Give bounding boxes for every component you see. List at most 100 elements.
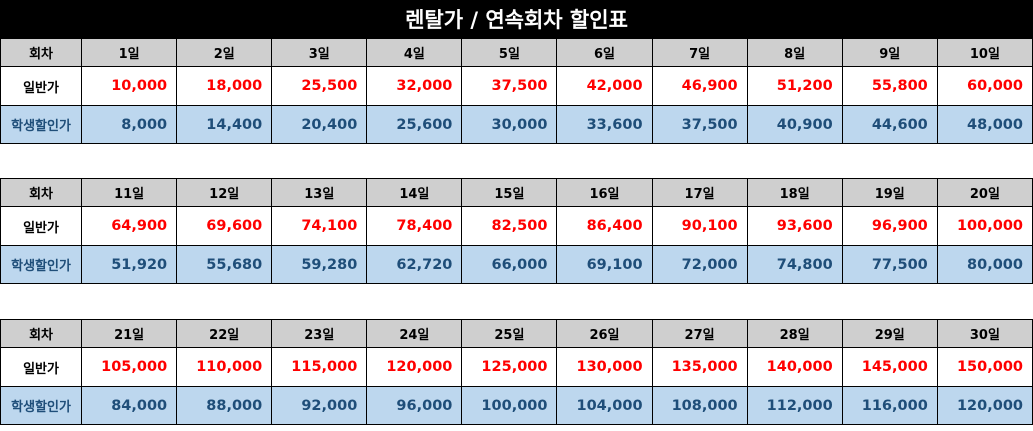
day-header-cell: 24일 (366, 319, 463, 348)
day-header-cell: 4일 (366, 38, 463, 67)
regular-price-cell: 100,000 (936, 206, 1033, 246)
student-price-cell: 30,000 (461, 105, 558, 144)
student-price-cell: 92,000 (271, 386, 368, 425)
regular-price-cell: 90,100 (651, 206, 748, 246)
student-price-cell: 20,400 (271, 105, 368, 144)
day-header-cell: 29일 (841, 319, 938, 348)
regular-price-cell: 135,000 (651, 347, 748, 387)
regular-price-cell: 140,000 (746, 347, 843, 387)
student-price-cell: 96,000 (366, 386, 463, 425)
day-header-label: 회차 (0, 319, 83, 348)
day-header-cell: 22일 (176, 319, 273, 348)
student-price-cell: 25,600 (366, 105, 463, 144)
day-header-cell: 14일 (366, 178, 463, 207)
student-price-cell: 48,000 (936, 105, 1033, 144)
day-header-cell: 19일 (841, 178, 938, 207)
regular-price-cell: 46,900 (651, 66, 748, 106)
regular-price-cell: 78,400 (366, 206, 463, 246)
student-price-cell: 120,000 (936, 386, 1033, 425)
student-price-cell: 69,100 (556, 245, 653, 284)
day-header-cell: 9일 (841, 38, 938, 67)
day-header-cell: 17일 (651, 178, 748, 207)
day-header-row: 회차 21일 22일 23일 24일 25일 26일 27일 28일 29일 30일 (0, 319, 1033, 348)
student-price-cell: 100,000 (461, 386, 558, 425)
regular-price-cell: 37,500 (461, 66, 558, 106)
student-price-cell: 108,000 (651, 386, 748, 425)
day-header-cell: 1일 (81, 38, 178, 67)
student-price-cell: 66,000 (461, 245, 558, 284)
student-price-cell: 44,600 (841, 105, 938, 144)
regular-price-cell: 145,000 (841, 347, 938, 387)
day-header-cell: 23일 (271, 319, 368, 348)
day-header-label: 회차 (0, 38, 83, 67)
student-price-cell: 84,000 (81, 386, 178, 425)
regular-price-cell: 125,000 (461, 347, 558, 387)
regular-price-cell: 18,000 (176, 66, 273, 106)
regular-price-cell: 150,000 (936, 347, 1033, 387)
day-header-label: 회차 (0, 178, 83, 207)
regular-price-cell: 42,000 (556, 66, 653, 106)
student-price-cell: 51,920 (81, 245, 178, 284)
regular-price-cell: 25,500 (271, 66, 368, 106)
student-price-row: 학생할인가 8,000 14,400 20,400 25,600 30,000 33,600… (0, 105, 1033, 144)
regular-price-cell: 105,000 (81, 347, 178, 387)
student-price-cell: 80,000 (936, 245, 1033, 284)
day-header-cell: 26일 (556, 319, 653, 348)
day-header-cell: 12일 (176, 178, 273, 207)
student-price-label: 학생할인가 (0, 245, 83, 284)
day-header-cell: 6일 (556, 38, 653, 67)
day-header-cell: 5일 (461, 38, 558, 67)
student-price-cell: 72,000 (651, 245, 748, 284)
day-header-cell: 10일 (936, 38, 1033, 67)
day-header-row: 회차 11일 12일 13일 14일 15일 16일 17일 18일 19일 20일 (0, 178, 1033, 207)
regular-price-cell: 64,900 (81, 206, 178, 246)
student-price-cell: 40,900 (746, 105, 843, 144)
regular-price-cell: 82,500 (461, 206, 558, 246)
day-header-cell: 2일 (176, 38, 273, 67)
price-table-block: 회차 21일 22일 23일 24일 25일 26일 27일 28일 29일 30일 일반가 105,0… (0, 319, 1033, 425)
day-header-cell: 7일 (651, 38, 748, 67)
regular-price-label: 일반가 (0, 66, 83, 106)
regular-price-cell: 86,400 (556, 206, 653, 246)
regular-price-cell: 115,000 (271, 347, 368, 387)
day-header-cell: 25일 (461, 319, 558, 348)
regular-price-cell: 51,200 (746, 66, 843, 106)
day-header-cell: 27일 (651, 319, 748, 348)
regular-price-cell: 93,600 (746, 206, 843, 246)
regular-price-label: 일반가 (0, 206, 83, 246)
student-price-cell: 33,600 (556, 105, 653, 144)
sheet-title: 렌탈가 / 연속회차 할인표 (0, 0, 1033, 38)
student-price-row: 학생할인가 51,920 55,680 59,280 62,720 66,000 69,10… (0, 245, 1033, 284)
student-price-cell: 74,800 (746, 245, 843, 284)
student-price-cell: 59,280 (271, 245, 368, 284)
student-price-row: 학생할인가 84,000 88,000 92,000 96,000 100,000 104,… (0, 386, 1033, 425)
student-price-label: 학생할인가 (0, 105, 83, 144)
day-header-row: 회차 1일 2일 3일 4일 5일 6일 7일 8일 9일 10일 (0, 38, 1033, 67)
regular-price-cell: 96,900 (841, 206, 938, 246)
student-price-cell: 8,000 (81, 105, 178, 144)
day-header-cell: 8일 (746, 38, 843, 67)
regular-price-cell: 110,000 (176, 347, 273, 387)
regular-price-label: 일반가 (0, 347, 83, 387)
student-price-cell: 116,000 (841, 386, 938, 425)
price-table-block: 회차 1일 2일 3일 4일 5일 6일 7일 8일 9일 10일 일반가 10,000 18,000 25… (0, 38, 1033, 144)
day-header-cell: 3일 (271, 38, 368, 67)
student-price-cell: 55,680 (176, 245, 273, 284)
regular-price-row: 일반가 64,900 69,600 74,100 78,400 82,500 86,400 9… (0, 206, 1033, 246)
student-price-cell: 104,000 (556, 386, 653, 425)
day-header-cell: 30일 (936, 319, 1033, 348)
student-price-cell: 77,500 (841, 245, 938, 284)
day-header-cell: 18일 (746, 178, 843, 207)
day-header-cell: 11일 (81, 178, 178, 207)
student-price-cell: 37,500 (651, 105, 748, 144)
student-price-cell: 14,400 (176, 105, 273, 144)
student-price-cell: 88,000 (176, 386, 273, 425)
regular-price-cell: 130,000 (556, 347, 653, 387)
day-header-cell: 16일 (556, 178, 653, 207)
day-header-cell: 15일 (461, 178, 558, 207)
regular-price-cell: 60,000 (936, 66, 1033, 106)
day-header-cell: 20일 (936, 178, 1033, 207)
regular-price-cell: 10,000 (81, 66, 178, 106)
day-header-cell: 28일 (746, 319, 843, 348)
